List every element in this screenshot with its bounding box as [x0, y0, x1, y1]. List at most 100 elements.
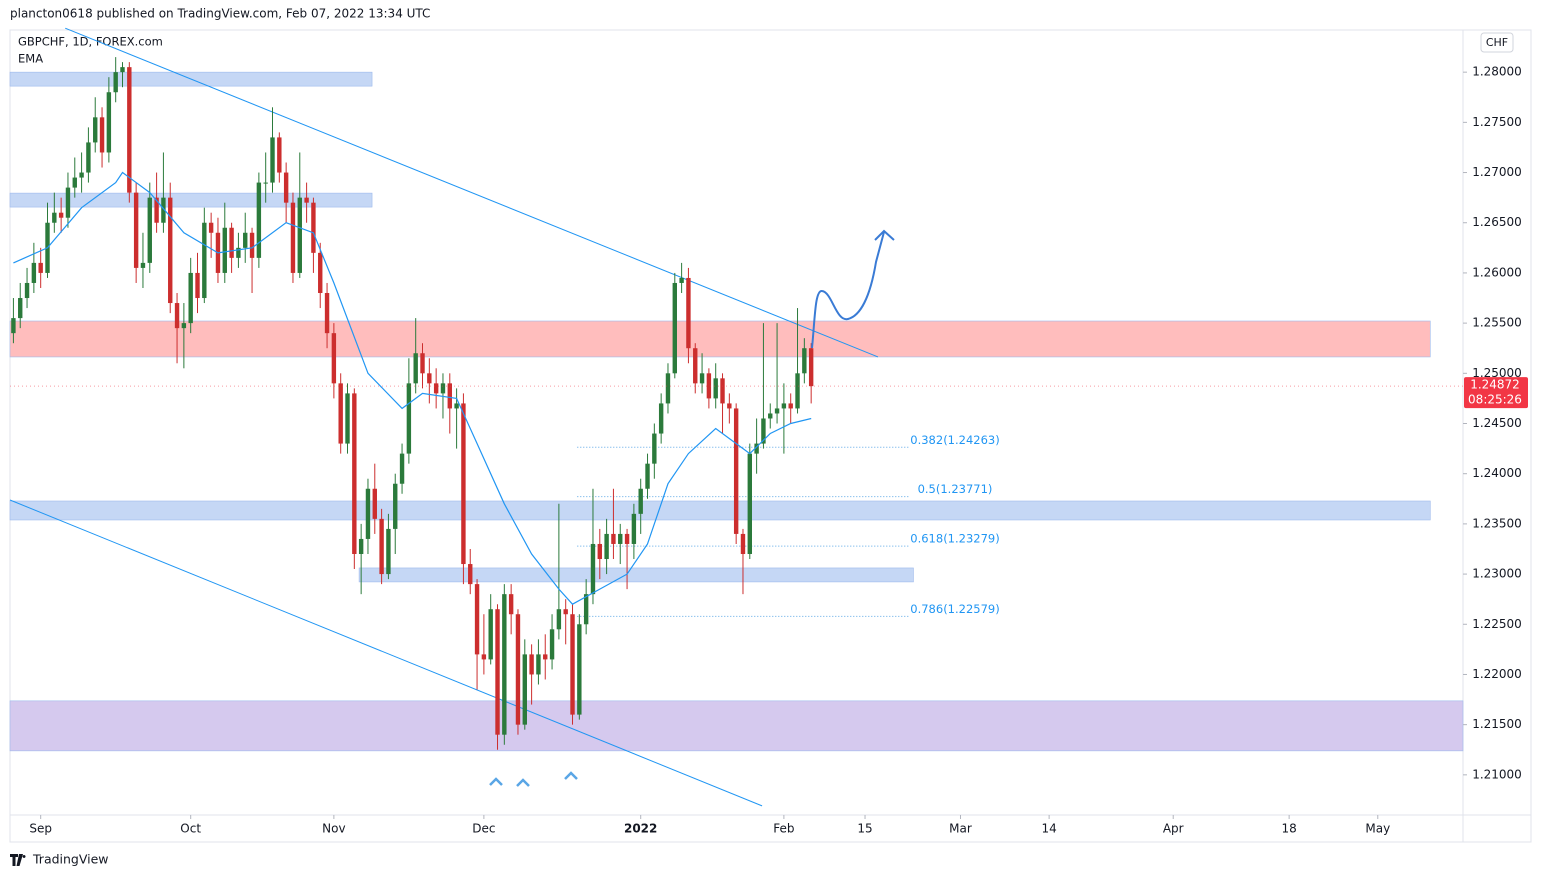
indicator: EMA	[18, 52, 43, 66]
candle-body	[495, 609, 500, 735]
y-tick-label: 1.22500	[1472, 617, 1522, 631]
candle-body	[665, 373, 671, 404]
zone	[9, 500, 1431, 521]
candle-body	[468, 564, 473, 585]
candle-body	[638, 488, 643, 514]
candle-body	[195, 272, 200, 299]
candle-body	[140, 262, 146, 268]
candle-body	[474, 584, 480, 655]
candle-body	[399, 453, 405, 484]
candle-body	[502, 594, 507, 735]
candle-body	[249, 232, 255, 258]
y-tick-label: 1.27500	[1472, 115, 1522, 129]
candle-body	[774, 408, 780, 414]
candle-body	[127, 67, 132, 193]
candle-body	[713, 378, 718, 399]
candle-body	[113, 72, 118, 93]
x-tick-label: Oct	[180, 822, 201, 836]
x-tick-label: Mar	[949, 822, 972, 836]
candle-body	[699, 373, 705, 384]
candle-body	[611, 533, 616, 544]
candle-body	[618, 533, 623, 544]
candle-body	[686, 277, 691, 349]
candle-body	[693, 348, 698, 384]
candle-body	[72, 177, 77, 188]
candle-body	[236, 247, 241, 258]
candle-body	[222, 227, 227, 273]
candle-body	[263, 182, 268, 184]
y-tick-label: 1.25000	[1472, 366, 1522, 380]
candle-body	[406, 383, 412, 454]
currency-button[interactable]	[1480, 32, 1514, 53]
x-tick-label: Apr	[1163, 822, 1184, 836]
candle-body	[93, 117, 98, 143]
candle-body	[706, 373, 712, 399]
x-tick-label: 2022	[624, 822, 657, 836]
candle-body	[372, 488, 377, 519]
candle-body	[624, 533, 630, 544]
candle-body	[86, 142, 91, 173]
candle-body	[590, 543, 596, 595]
fib-label: 0.5(1.23771)	[918, 482, 993, 496]
currency[interactable]: CHF	[1486, 36, 1508, 49]
x-tick-label: 14	[1041, 822, 1056, 836]
candle-body	[672, 282, 677, 374]
candle-body	[304, 197, 309, 203]
candle-body	[147, 197, 152, 263]
candle-body	[454, 403, 459, 409]
candle-body	[243, 232, 248, 248]
candle-body	[440, 383, 446, 394]
candle-body	[318, 252, 323, 294]
candle-body	[11, 318, 16, 334]
candle-body	[283, 172, 289, 203]
candle-body	[802, 348, 807, 374]
candle-body	[365, 488, 371, 539]
candle-body	[733, 408, 739, 534]
candle-body	[570, 614, 575, 715]
candle-body	[631, 513, 637, 544]
x-tick-label: May	[1365, 822, 1390, 836]
candle-body	[645, 463, 650, 489]
y-tick-label: 1.28000	[1472, 65, 1522, 79]
candle-body	[577, 624, 582, 715]
candle-body	[65, 187, 71, 218]
candle-body	[345, 393, 350, 444]
x-tick-label: 15	[857, 822, 872, 836]
y-tick-label: 1.26500	[1472, 215, 1522, 229]
candle-body	[427, 373, 432, 384]
candle-body	[727, 403, 732, 409]
trendline	[9, 499, 763, 807]
candle-body	[583, 594, 589, 625]
x-tick-label: Nov	[322, 822, 345, 836]
last-price: 1.24872	[1470, 378, 1520, 392]
y-tick-label: 1.26000	[1472, 265, 1522, 279]
candle-body	[208, 222, 214, 233]
candle-body	[352, 393, 357, 555]
candle-body	[747, 453, 752, 555]
candle-body	[679, 277, 684, 283]
fib-label: 0.382(1.24263)	[910, 433, 999, 447]
candle-body	[515, 614, 521, 725]
y-tick-label: 1.27000	[1472, 165, 1522, 179]
candle-body	[324, 293, 330, 334]
candle-body	[761, 418, 766, 444]
candle-body	[795, 373, 800, 409]
candle-body	[529, 654, 534, 675]
candle-body	[768, 413, 773, 419]
y-tick-label: 1.24500	[1472, 416, 1522, 430]
candle-body	[393, 483, 398, 529]
y-tick-label: 1.25500	[1472, 316, 1522, 330]
candle-body	[461, 403, 466, 565]
candle-body	[386, 528, 391, 575]
byline: plancton0618 published on TradingView.co…	[10, 7, 430, 21]
symbol: GBPCHF, 1D, FOREX.com	[18, 35, 163, 49]
x-tick-label: Feb	[773, 822, 794, 836]
fib-label: 0.618(1.23279)	[910, 532, 999, 546]
zone	[9, 192, 373, 208]
ema-line	[13, 171, 812, 605]
candle-body	[549, 629, 555, 660]
candle-body	[488, 609, 493, 660]
trendline	[65, 27, 879, 358]
projection-arrow	[811, 231, 885, 349]
